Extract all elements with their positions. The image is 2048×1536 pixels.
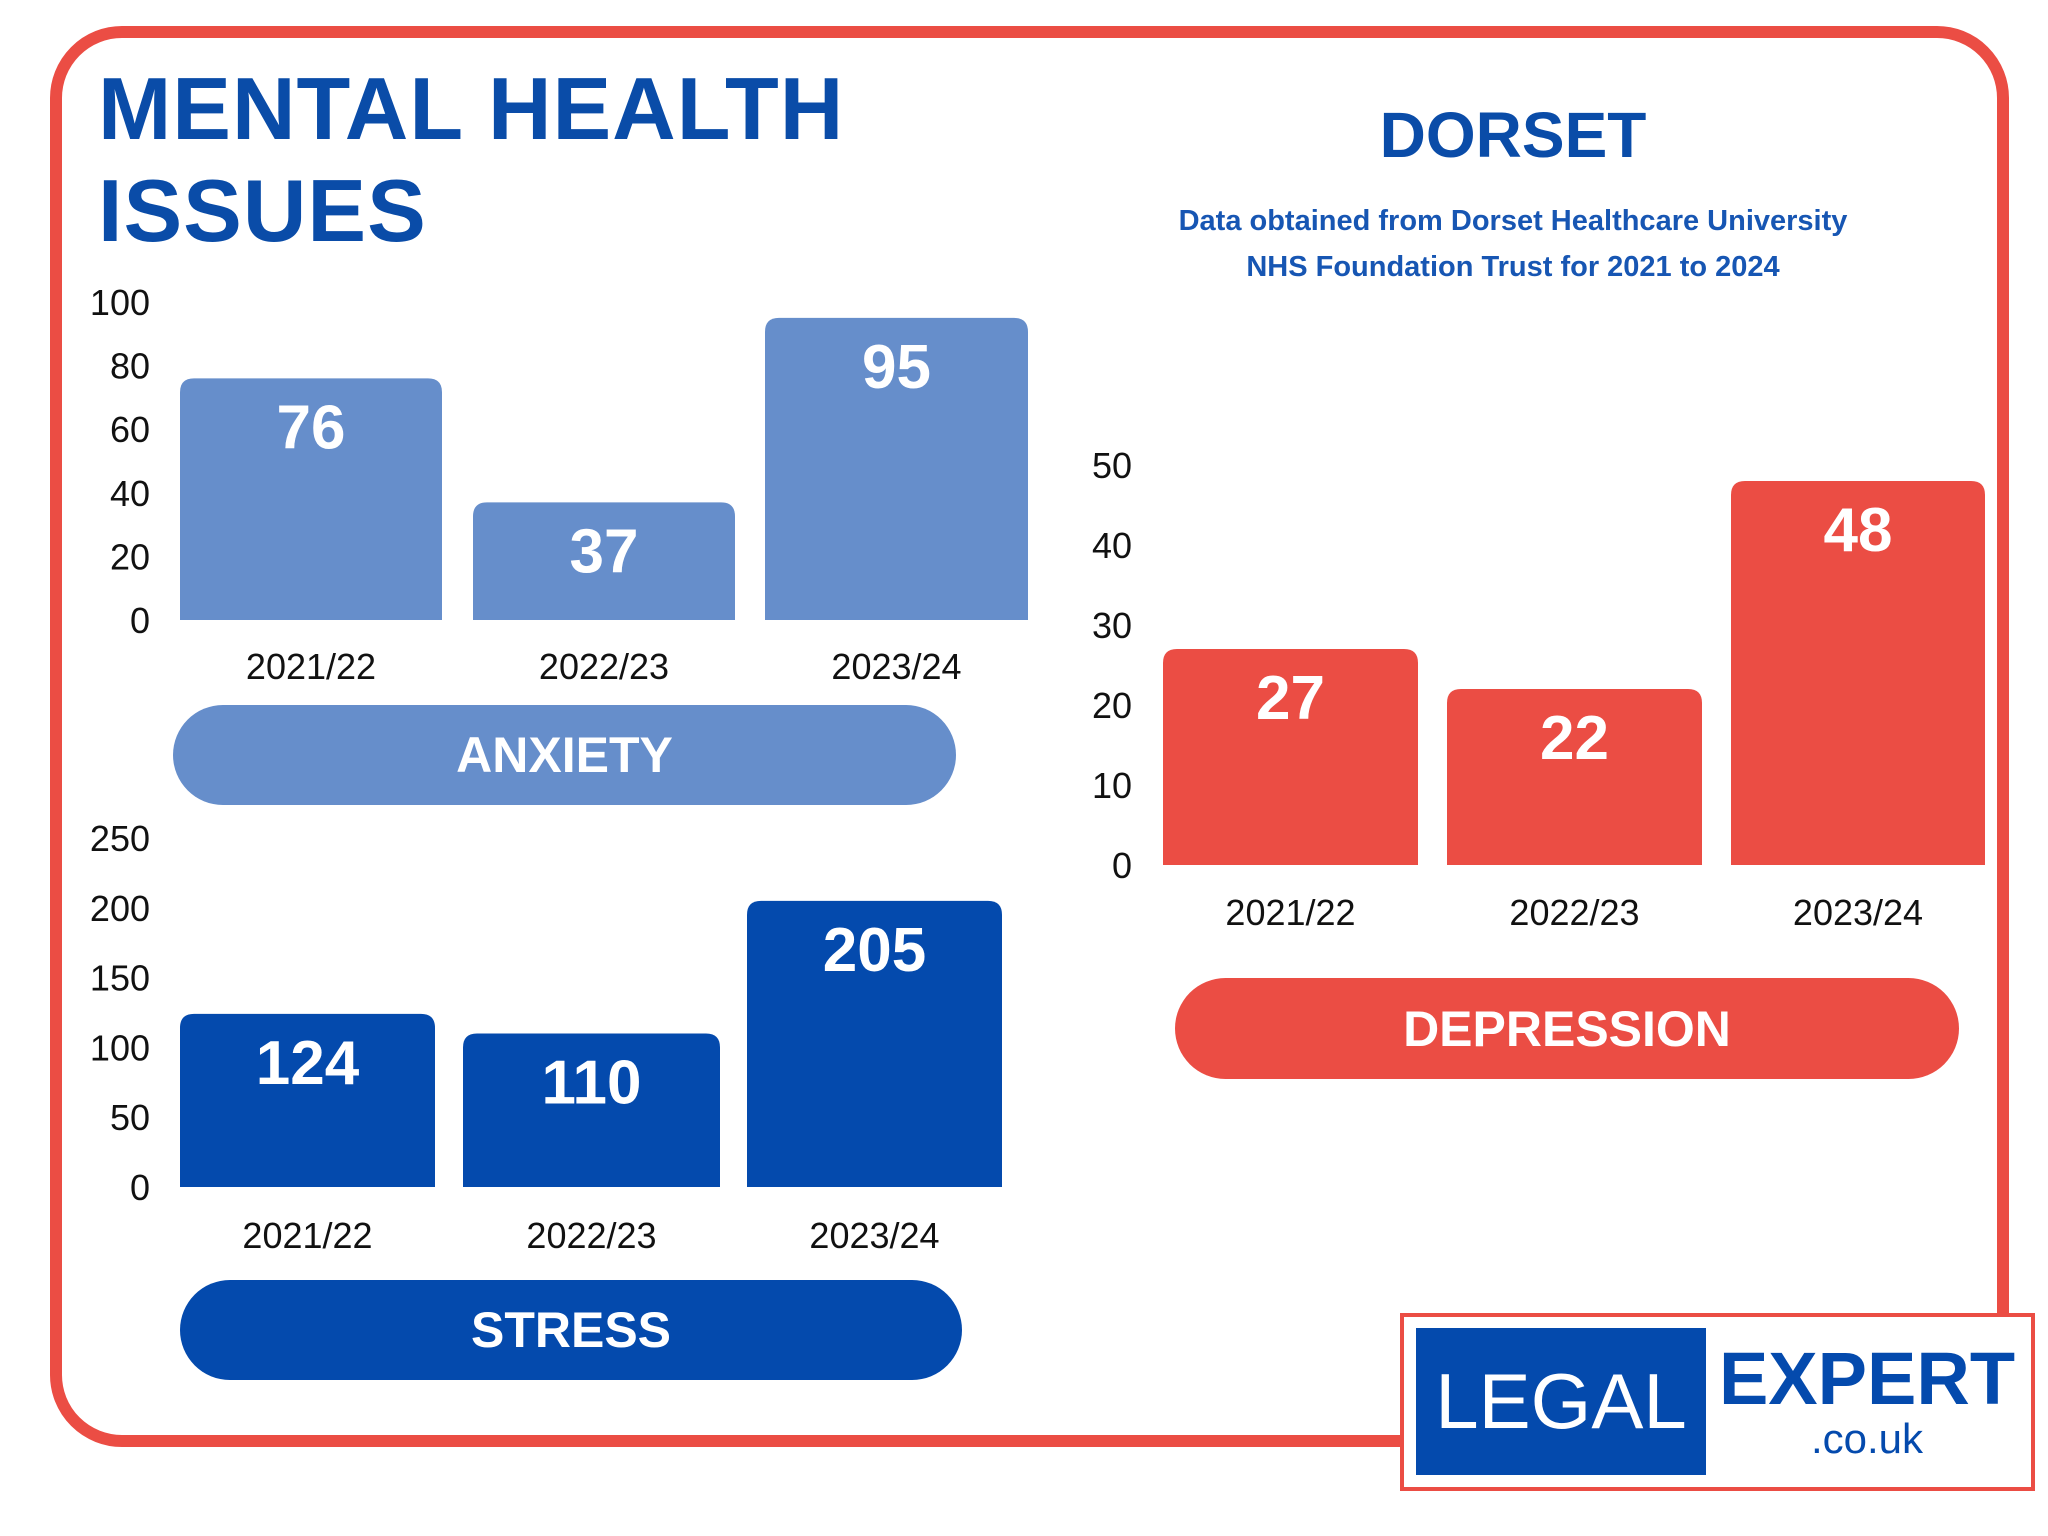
logo-expert: EXPERT xyxy=(1718,1337,2016,1420)
depression-y-tick-label: 20 xyxy=(1092,685,1132,726)
anxiety-y-tick-label: 40 xyxy=(110,473,150,514)
page-title: MENTAL HEALTH ISSUES xyxy=(98,58,844,262)
stress-label-pill: STRESS xyxy=(180,1280,962,1380)
region-title: DORSET xyxy=(1379,99,1647,171)
stress-y-tick-label: 0 xyxy=(130,1167,150,1208)
depression-bar xyxy=(1447,689,1702,865)
anxiety-y-tick-label: 0 xyxy=(130,600,150,641)
subtitle-line-2: NHS Foundation Trust for 2021 to 2024 xyxy=(1246,251,1780,283)
anxiety-value-label: 37 xyxy=(570,517,639,586)
stress-value-label: 205 xyxy=(823,916,926,985)
depression-y-tick-label: 50 xyxy=(1092,445,1132,486)
depression-y-tick-label: 40 xyxy=(1092,525,1132,566)
anxiety-y-tick-label: 20 xyxy=(110,536,150,577)
depression-y-tick-label: 30 xyxy=(1092,605,1132,646)
stress-y-tick-label: 200 xyxy=(90,888,150,929)
depression-value-label: 48 xyxy=(1824,496,1893,565)
stress-bar xyxy=(747,900,1002,1187)
anxiety-label-pill: ANXIETY xyxy=(173,705,956,805)
legal-expert-logo: LEGAL EXPERT .co.uk xyxy=(1400,1313,2035,1491)
depression-label-pill: DEPRESSION xyxy=(1175,978,1959,1079)
anxiety-x-tick-label: 2022/23 xyxy=(539,646,669,687)
anxiety-y-tick-label: 100 xyxy=(90,282,150,323)
logo-domain: .co.uk xyxy=(1810,1415,1924,1462)
title-line-1: MENTAL HEALTH xyxy=(98,59,845,158)
anxiety-x-tick-label: 2021/22 xyxy=(246,646,376,687)
subtitle-line-1: Data obtained from Dorset Healthcare Uni… xyxy=(1178,205,1848,237)
logo-expert-block: EXPERT .co.uk xyxy=(1712,1337,2022,1462)
depression-x-tick-label: 2021/22 xyxy=(1225,892,1355,933)
anxiety-y-tick-label: 80 xyxy=(110,346,150,387)
stress-y-tick-label: 100 xyxy=(90,1027,150,1068)
anxiety-value-label: 76 xyxy=(277,393,346,462)
stress-y-tick-label: 250 xyxy=(90,818,150,859)
depression-value-label: 27 xyxy=(1256,664,1325,733)
depression-y-tick-label: 10 xyxy=(1092,765,1132,806)
stress-value-label: 124 xyxy=(256,1029,360,1098)
stress-bar xyxy=(463,1033,720,1187)
anxiety-bar xyxy=(765,317,1028,620)
region-subtitle: Data obtained from Dorset Healthcare Uni… xyxy=(1063,198,1963,290)
anxiety-bar xyxy=(180,378,442,620)
anxiety-y-tick-label: 60 xyxy=(110,409,150,450)
stress-y-tick-label: 50 xyxy=(110,1097,150,1138)
depression-x-tick-label: 2023/24 xyxy=(1793,892,1923,933)
stress-bar xyxy=(180,1013,435,1187)
stress-x-tick-label: 2023/24 xyxy=(809,1215,939,1256)
depression-value-label: 22 xyxy=(1540,704,1609,773)
stress-value-label: 110 xyxy=(541,1048,641,1117)
anxiety-value-label: 95 xyxy=(862,333,931,402)
anxiety-bar xyxy=(473,502,735,620)
stress-y-tick-label: 150 xyxy=(90,958,150,999)
depression-x-tick-label: 2022/23 xyxy=(1509,892,1639,933)
logo-legal: LEGAL xyxy=(1416,1328,1706,1475)
depression-bar xyxy=(1731,481,1985,865)
stress-x-tick-label: 2022/23 xyxy=(526,1215,656,1256)
anxiety-x-tick-label: 2023/24 xyxy=(831,646,961,687)
title-line-2: ISSUES xyxy=(98,161,427,260)
depression-bar xyxy=(1163,649,1418,865)
stress-x-tick-label: 2021/22 xyxy=(242,1215,372,1256)
depression-y-tick-label: 0 xyxy=(1112,845,1132,886)
